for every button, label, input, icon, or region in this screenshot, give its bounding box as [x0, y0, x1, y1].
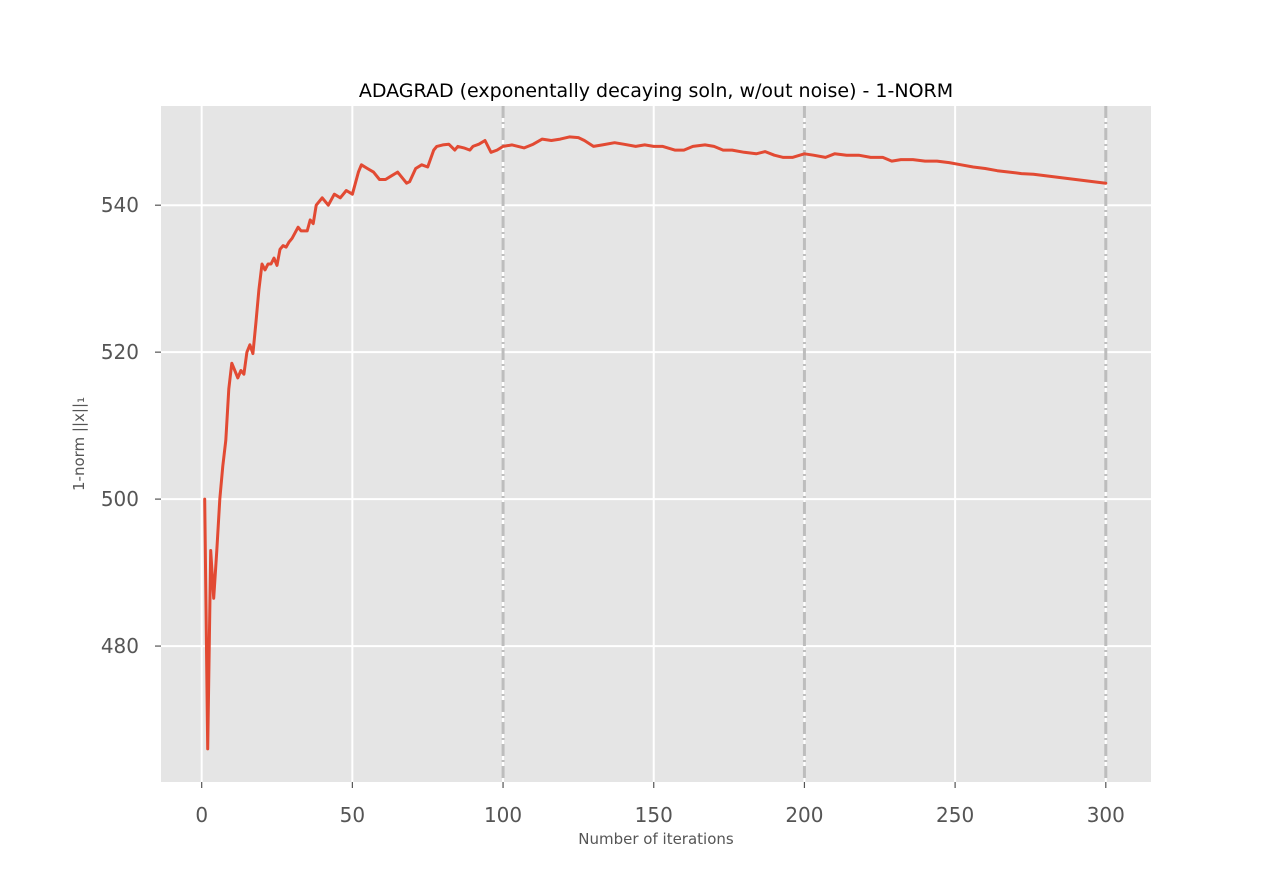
x-tick-label: 100 — [484, 803, 522, 827]
y-axis-label: 1-norm ||x||₁ — [70, 397, 88, 491]
y-tick-label: 520 — [101, 340, 139, 364]
x-axis-ticks: 0 50 100 150 200 250 300 — [195, 782, 1125, 827]
plot-area — [161, 106, 1151, 782]
x-axis-label: Number of iterations — [578, 830, 734, 848]
y-tick-label: 540 — [101, 193, 139, 217]
reference-lines — [501, 106, 1108, 782]
y-tick-label: 480 — [101, 634, 139, 658]
series-line — [203, 135, 1108, 751]
chart-title: ADAGRAD (exponentally decaying soln, w/o… — [359, 80, 953, 102]
x-tick-label: 250 — [936, 803, 974, 827]
y-axis-ticks: 480 500 520 540 — [101, 193, 161, 658]
series-group — [203, 135, 1108, 751]
x-tick-label: 50 — [340, 803, 365, 827]
x-tick-label: 0 — [195, 803, 208, 827]
y-tick-label: 500 — [101, 487, 139, 511]
x-tick-label: 200 — [785, 803, 823, 827]
x-tick-label: 150 — [635, 803, 673, 827]
x-tick-label: 300 — [1087, 803, 1125, 827]
